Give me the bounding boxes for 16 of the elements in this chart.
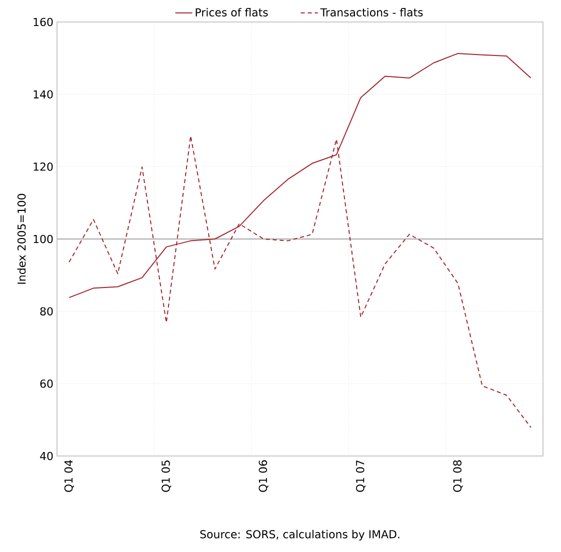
y-tick-label: 100 — [34, 234, 53, 244]
source-note: Source: SORS, calculations by IMAD. — [200, 530, 400, 540]
y-tick-label: 120 — [34, 162, 53, 171]
x-tick-label: Q1 07 — [356, 460, 366, 492]
x-tick-label: Q1 04 — [64, 460, 74, 492]
y-tick-label: 140 — [34, 90, 53, 98]
legend-label: Transactions - flats — [320, 8, 423, 16]
y-tick-label: 60 — [40, 380, 53, 388]
y-tick-label: 40 — [40, 452, 53, 460]
legend-label: Prices of flats — [196, 8, 268, 16]
y-axis-title: Index 2005=100 — [17, 194, 26, 284]
y-tick-label: 80 — [40, 307, 53, 316]
x-tick-label: Q1 08 — [453, 460, 463, 492]
x-tick-label: Q1 06 — [258, 460, 268, 492]
x-tick-label: Q1 05 — [162, 460, 172, 492]
y-tick-label: 160 — [34, 18, 53, 26]
